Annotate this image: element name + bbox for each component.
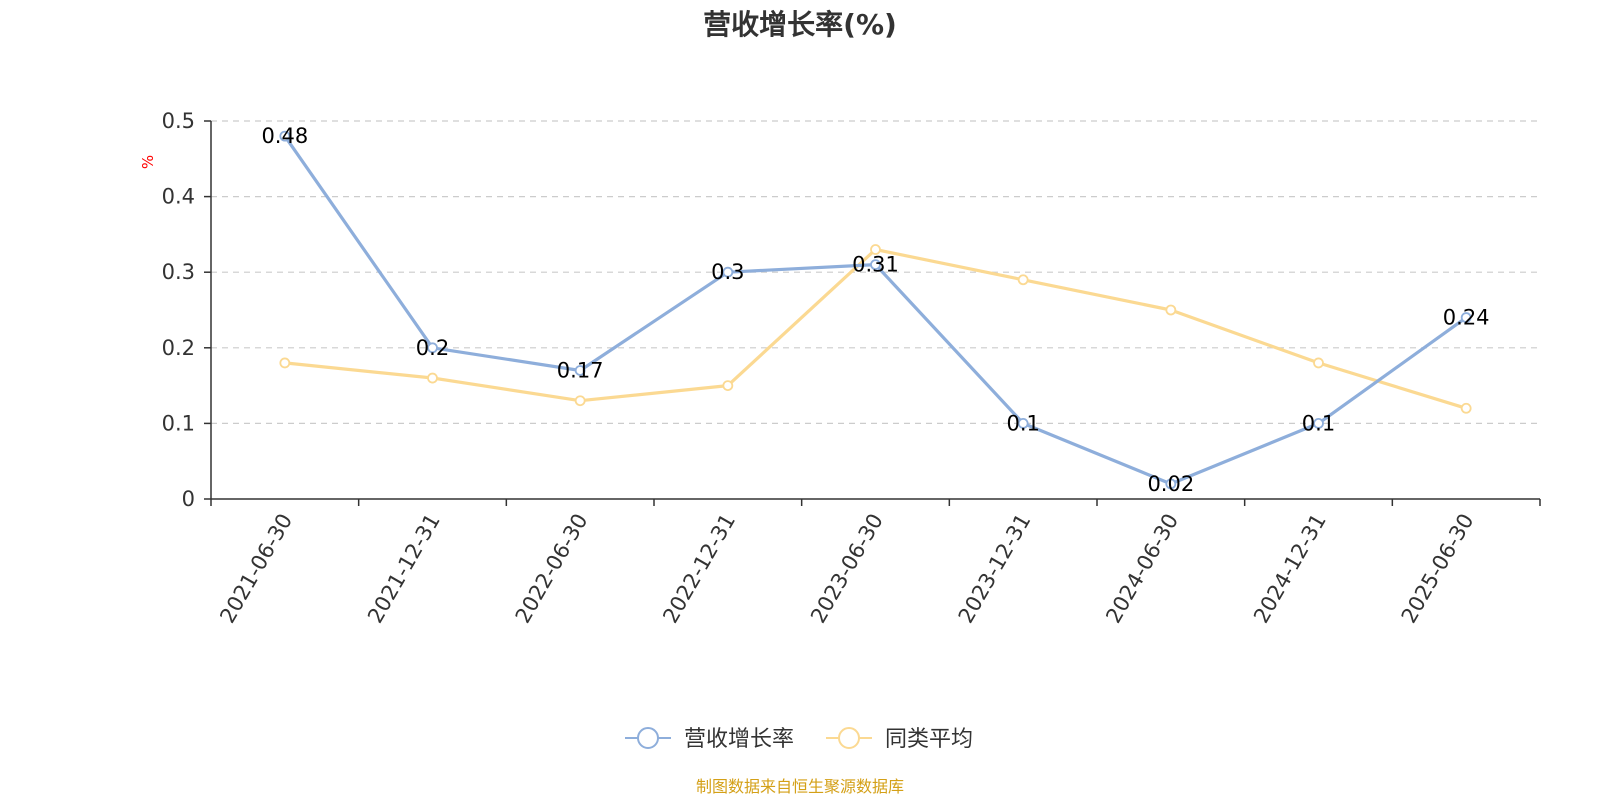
series-0-point [1460, 312, 1472, 323]
data-label: 0.02 [1147, 472, 1194, 496]
x-tick-label: 2021-06-30 [215, 510, 297, 628]
y-tick-label: 0 [182, 487, 195, 511]
y-tick-label: 0.4 [162, 185, 195, 209]
series-1-point [279, 357, 291, 369]
series-1-point [1165, 304, 1177, 316]
chart-title: 营收增长率(%) [703, 8, 897, 41]
series-1-point [1460, 402, 1472, 414]
source-note: 制图数据来自恒生聚源数据库 [696, 777, 904, 796]
series-0-point [427, 342, 438, 354]
legend-label-1: 同类平均 [885, 727, 973, 752]
x-tick-label: 2023-12-31 [954, 510, 1036, 628]
legend-item-1[interactable]: 同类平均 [826, 727, 973, 752]
y-tick-label: 0.3 [162, 260, 195, 284]
legend-marker-0 [637, 727, 659, 749]
x-tick-label: 2024-06-30 [1101, 510, 1183, 628]
data-label: 0.48 [261, 124, 308, 148]
data-label: 0.31 [852, 253, 899, 277]
series-0-point [870, 259, 881, 271]
series-0-point [1017, 417, 1029, 429]
legend-label-0: 营收增长率 [684, 727, 794, 752]
y-unit-label: % [139, 155, 157, 169]
legend: 营收增长率 同类平均 [625, 727, 973, 752]
series-1-point [427, 372, 438, 384]
series-line-0 [283, 134, 1468, 486]
series-0-point [1165, 478, 1177, 490]
y-tick-label: 0.5 [162, 109, 195, 133]
x-tick-label: 2024-12-31 [1249, 510, 1331, 628]
series-lines [279, 130, 1472, 490]
data-label: 0.3 [711, 260, 744, 284]
series-0-point [722, 266, 734, 278]
series-1-point [722, 380, 734, 392]
legend-item-0[interactable]: 营收增长率 [625, 727, 794, 752]
series-1-point [1017, 274, 1029, 286]
data-labels: 0.48 0.2 0.17 0.3 0.31 0.1 0.02 0.1 0.24 [261, 124, 1489, 496]
x-tick-label: 2021-12-31 [363, 510, 445, 628]
series-1-point [574, 395, 586, 407]
data-label: 0.24 [1443, 306, 1490, 330]
series-1-point [870, 244, 881, 255]
series-0-point [279, 130, 291, 142]
y-tick-label: 0.1 [162, 411, 195, 435]
data-label: 0.1 [1006, 411, 1039, 435]
x-tick-label: 2023-06-30 [806, 510, 888, 628]
data-label: 0.1 [1302, 411, 1335, 435]
legend-marker-1 [838, 727, 860, 749]
x-tick-label: 2025-06-30 [1397, 510, 1479, 628]
series-0-point [574, 365, 586, 376]
series-0-point [1313, 417, 1324, 429]
data-label: 0.17 [557, 358, 604, 382]
data-label: 0.2 [416, 336, 449, 360]
series-1-point [1313, 357, 1324, 369]
x-tick-label: 2022-06-30 [511, 510, 593, 628]
x-tick-label: 2022-12-31 [658, 510, 740, 628]
y-tick-label: 0.2 [162, 336, 195, 360]
